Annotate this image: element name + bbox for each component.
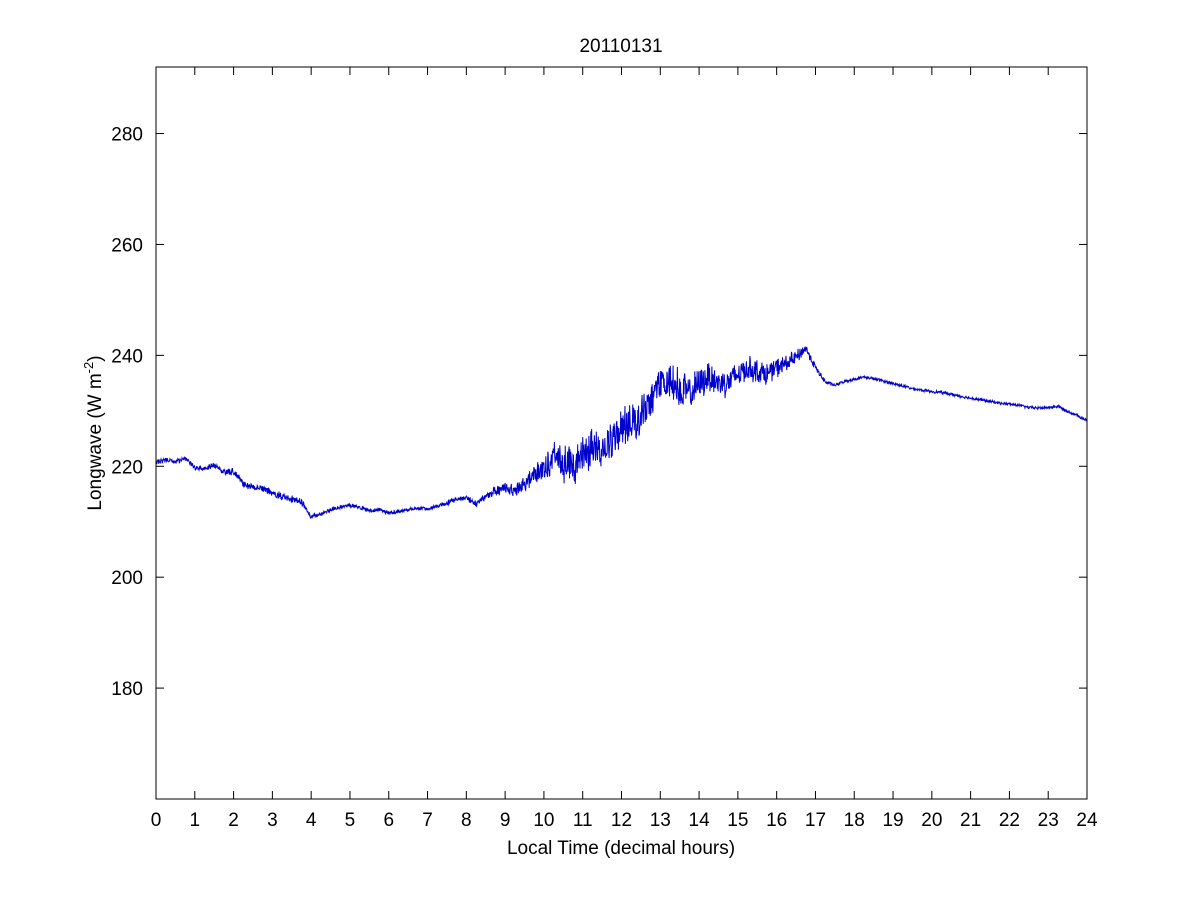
x-tick-label: 6 [383,810,394,831]
x-tick-label: 5 [345,810,356,831]
x-tick-label: 15 [727,810,748,831]
x-tick-label: 4 [306,810,317,831]
x-tick-label: 12 [611,810,632,831]
data-layer [155,346,1088,519]
x-tick-label: 3 [267,810,278,831]
y-axis-label-suffix: ) [85,355,106,361]
x-tick-label: 16 [766,810,787,831]
y-tick-label: 200 [111,568,143,589]
series-line [155,346,1088,519]
x-tick-label: 8 [461,810,472,831]
y-axis-label-prefix: Longwave (W m [85,373,106,510]
x-tick-label: 20 [921,810,942,831]
x-tick-label: 2 [228,810,239,831]
x-tick-label: 1 [190,810,201,831]
x-axis: 0 1 2 3 4 5 6 7 8 9 10 11 12 13 14 15 16 17 18 19 20 21 22 23 24 [151,67,1098,831]
y-tick-label: 220 [111,457,143,478]
y-tick-label: 280 [111,125,143,146]
y-axis-label-superscript: -2 [81,362,96,374]
x-tick-label: 23 [1038,810,1059,831]
y-tick-label: 260 [111,235,143,256]
x-tick-label: 14 [689,810,711,831]
y-tick-label: 240 [111,346,143,367]
x-tick-label: 18 [844,810,865,831]
x-tick-label: 7 [422,810,433,831]
x-tick-label: 22 [999,810,1020,831]
x-tick-label: 21 [960,810,981,831]
x-tick-label: 0 [151,810,162,831]
x-axis-label: Local Time (decimal hours) [507,838,735,859]
y-axis: 180 200 220 240 260 280 [111,125,1087,700]
x-tick-label: 10 [533,810,554,831]
x-tick-label: 9 [500,810,511,831]
x-tick-label: 17 [805,810,826,831]
x-tick-label: 11 [573,810,593,831]
x-tick-label: 24 [1076,810,1098,831]
y-axis-label: Longwave (W m-2) [81,355,106,510]
chart-title: 20110131 [579,36,662,57]
x-tick-label: 19 [882,810,903,831]
x-tick-label: 13 [650,810,671,831]
y-tick-label: 180 [111,679,143,700]
